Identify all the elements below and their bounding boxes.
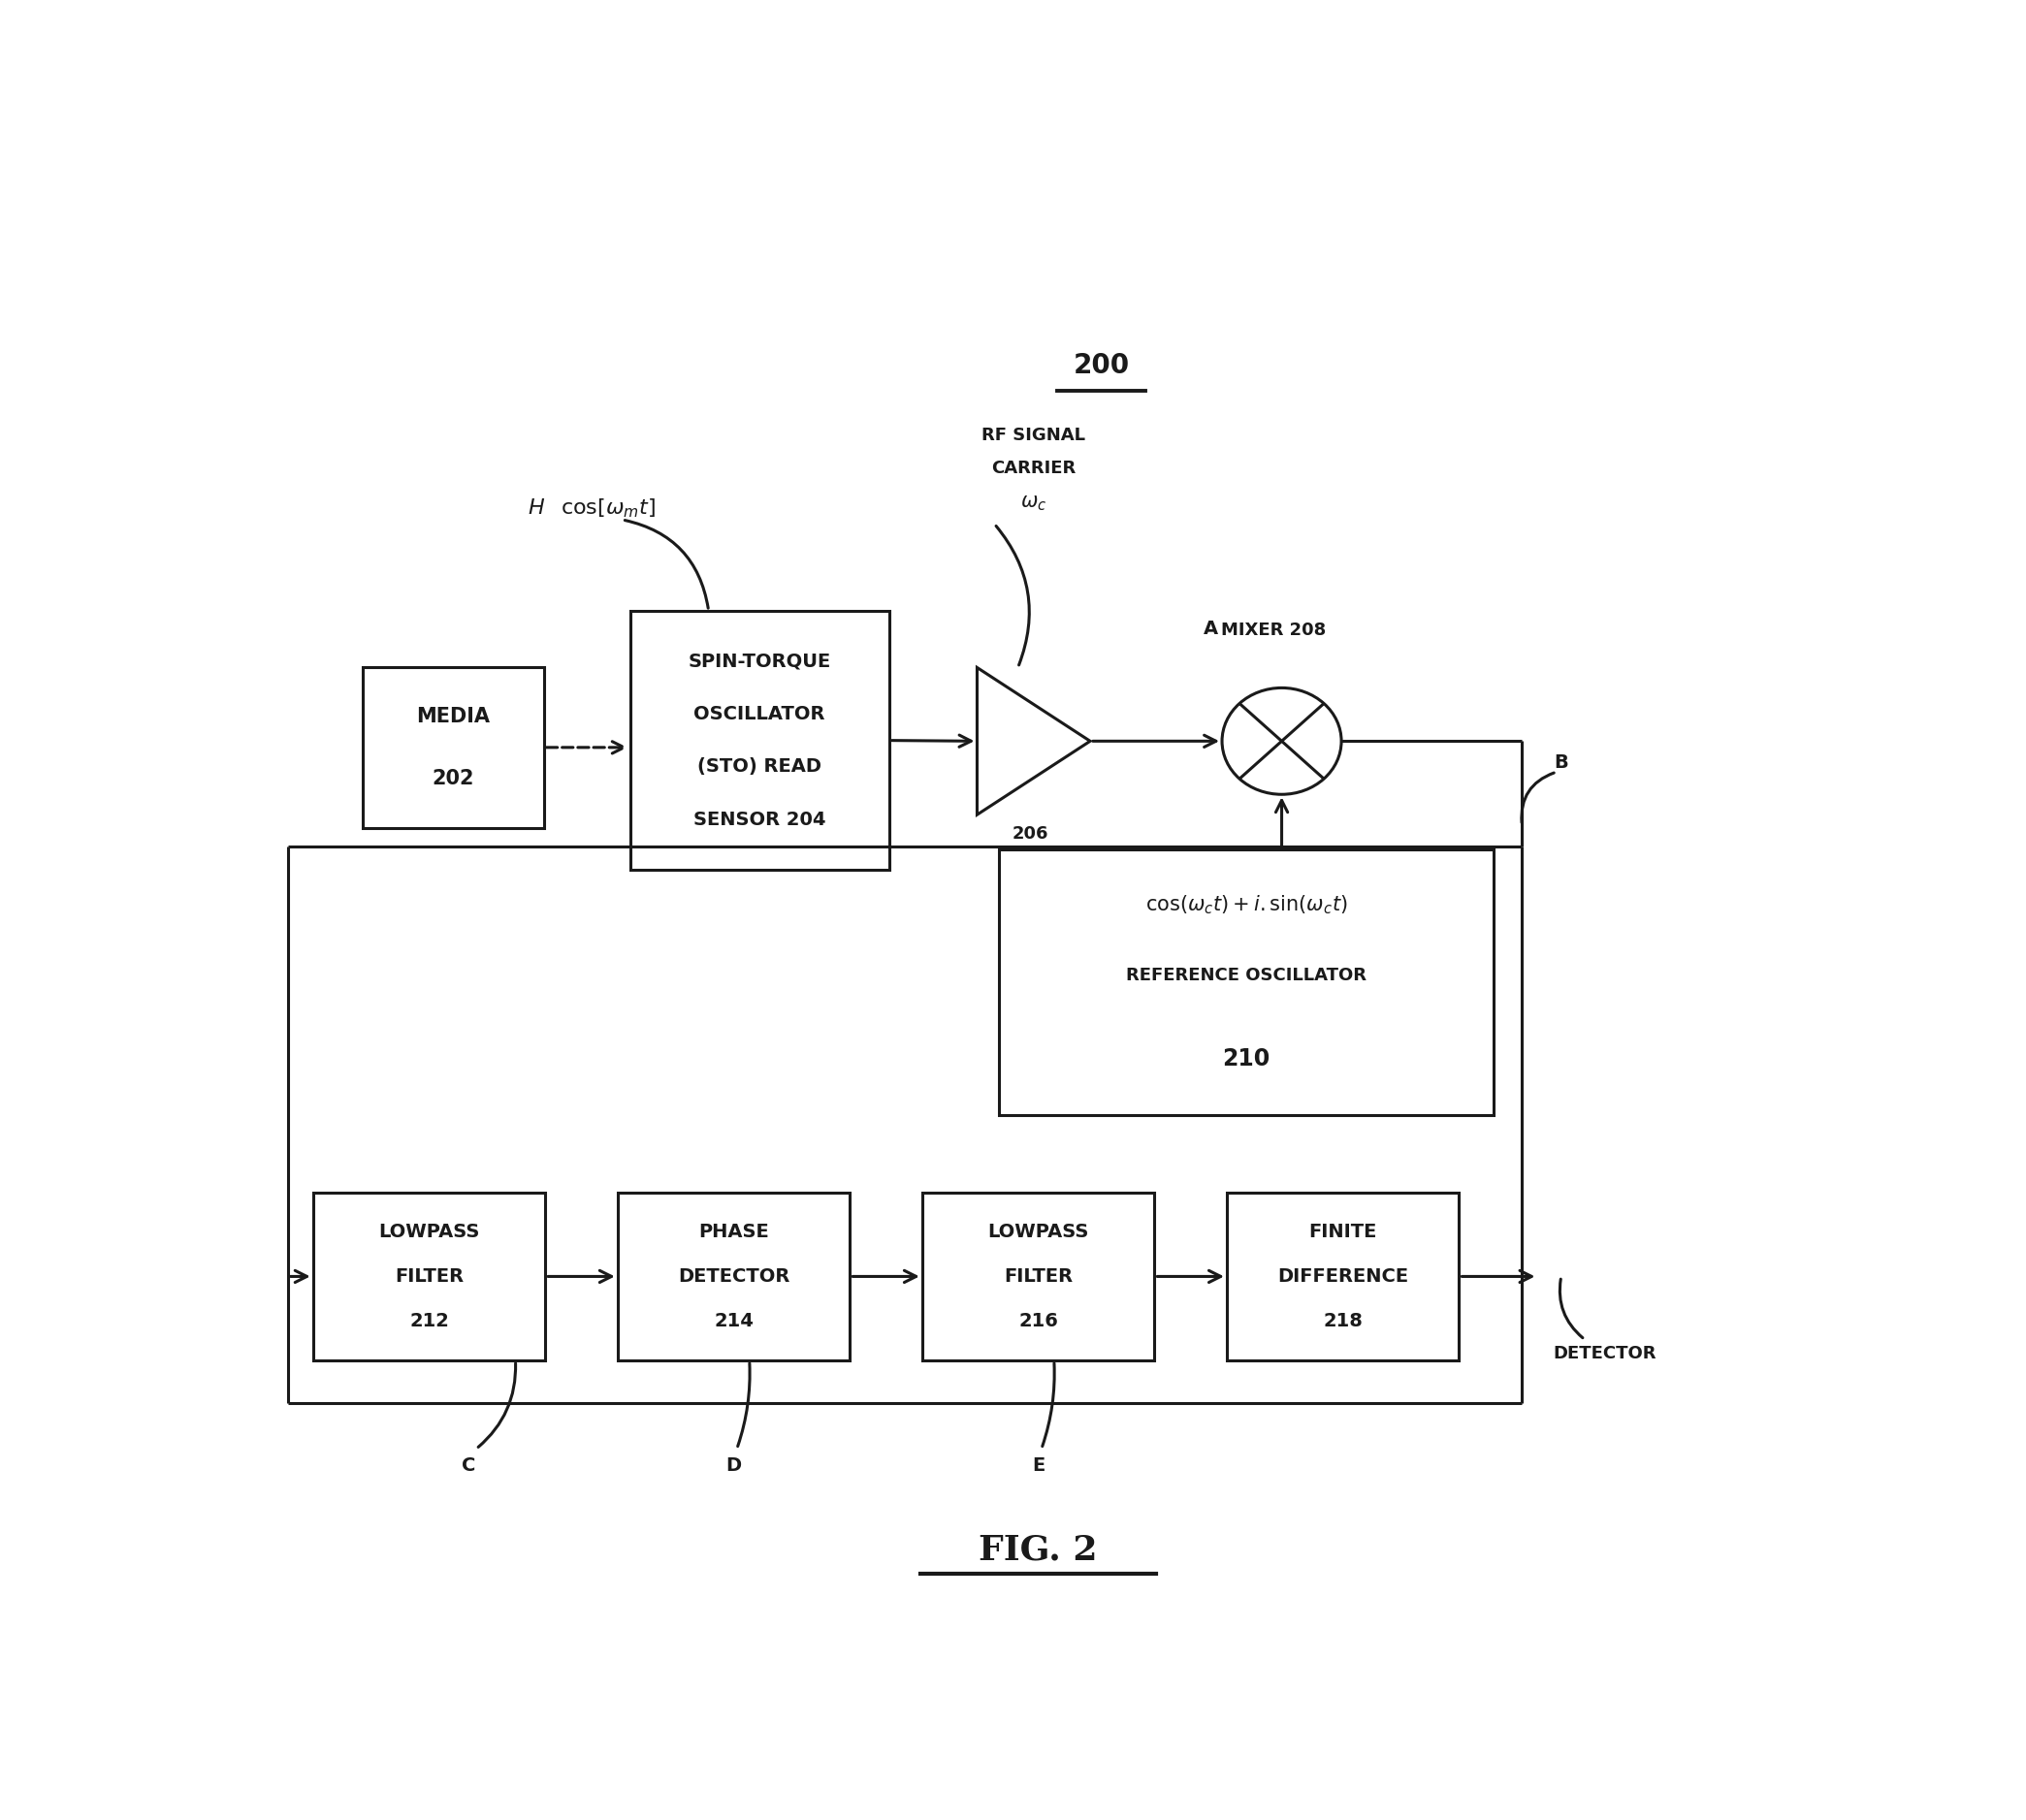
Text: $\cos(\omega_c t)+i.\sin(\omega_c t)$: $\cos(\omega_c t)+i.\sin(\omega_c t)$	[1145, 894, 1347, 917]
Text: RF SIGNAL: RF SIGNAL	[983, 428, 1086, 444]
Text: 216: 216	[1019, 1312, 1058, 1330]
Bar	[363, 666, 543, 828]
Text: A: A	[1203, 621, 1218, 639]
Text: SENSOR 204: SENSOR 204	[693, 810, 827, 830]
Bar	[1228, 1192, 1459, 1361]
Text: FINITE: FINITE	[1309, 1223, 1378, 1241]
Bar	[312, 1192, 545, 1361]
Text: LOWPASS: LOWPASS	[379, 1223, 480, 1241]
Text: OSCILLATOR: OSCILLATOR	[695, 704, 825, 723]
Text: 212: 212	[409, 1312, 450, 1330]
Text: B: B	[1554, 753, 1568, 772]
Text: D: D	[725, 1456, 742, 1474]
Text: 206: 206	[1013, 824, 1049, 843]
Text: 210: 210	[1222, 1048, 1270, 1070]
Text: DETECTOR: DETECTOR	[1554, 1345, 1657, 1361]
Bar	[630, 612, 889, 870]
Text: (STO) READ: (STO) READ	[697, 757, 823, 775]
Bar	[618, 1192, 851, 1361]
Text: $\cos[\omega_m t]$: $\cos[\omega_m t]$	[561, 497, 656, 521]
Text: FILTER: FILTER	[1003, 1267, 1074, 1285]
Text: C: C	[462, 1456, 476, 1474]
Text: SPIN-TORQUE: SPIN-TORQUE	[689, 652, 831, 670]
Text: $H$: $H$	[529, 499, 545, 519]
Text: DIFFERENCE: DIFFERENCE	[1278, 1267, 1408, 1285]
Text: 214: 214	[713, 1312, 754, 1330]
Text: 218: 218	[1323, 1312, 1363, 1330]
Text: CARRIER: CARRIER	[991, 459, 1076, 477]
Text: FILTER: FILTER	[395, 1267, 464, 1285]
Text: PHASE: PHASE	[699, 1223, 770, 1241]
Text: DETECTOR: DETECTOR	[679, 1267, 790, 1285]
Text: LOWPASS: LOWPASS	[989, 1223, 1088, 1241]
Text: 202: 202	[432, 768, 474, 788]
Text: E: E	[1031, 1456, 1045, 1474]
Text: MEDIA: MEDIA	[417, 706, 490, 726]
Text: MIXER 208: MIXER 208	[1222, 621, 1327, 639]
Bar	[999, 848, 1493, 1116]
Text: 200: 200	[1074, 351, 1128, 379]
Text: FIG. 2: FIG. 2	[979, 1532, 1098, 1567]
Bar	[922, 1192, 1155, 1361]
Text: REFERENCE OSCILLATOR: REFERENCE OSCILLATOR	[1126, 966, 1368, 985]
Text: $\omega_c$: $\omega_c$	[1021, 493, 1047, 513]
